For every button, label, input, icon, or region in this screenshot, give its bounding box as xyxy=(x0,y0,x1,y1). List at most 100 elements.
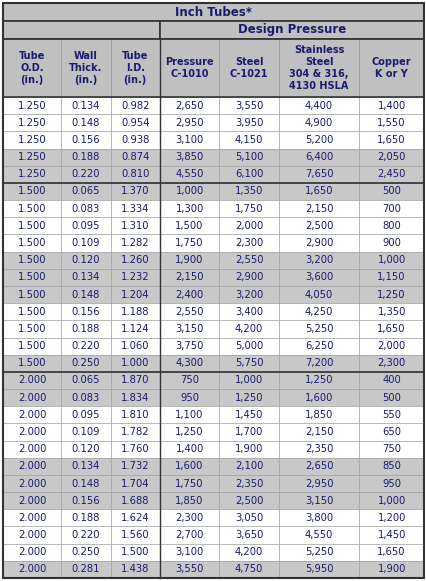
Bar xyxy=(358,458,423,475)
Text: 1,450: 1,450 xyxy=(234,410,263,420)
Text: 0.134: 0.134 xyxy=(72,461,100,471)
Bar xyxy=(278,303,358,320)
Bar xyxy=(110,166,159,183)
Bar xyxy=(61,200,110,217)
Bar xyxy=(61,183,110,200)
Text: 2,650: 2,650 xyxy=(304,461,333,471)
Text: 3,200: 3,200 xyxy=(304,255,332,265)
Bar xyxy=(219,354,278,372)
Text: 1.370: 1.370 xyxy=(121,187,149,196)
Text: 1.560: 1.560 xyxy=(121,530,149,540)
Text: 1,500: 1,500 xyxy=(175,221,203,231)
Text: 1.188: 1.188 xyxy=(121,307,149,317)
Text: 1,650: 1,650 xyxy=(304,187,333,196)
Bar xyxy=(61,149,110,166)
Bar xyxy=(61,131,110,149)
Text: 1,900: 1,900 xyxy=(175,255,203,265)
Bar xyxy=(3,561,61,578)
Bar xyxy=(219,526,278,544)
Text: 4,900: 4,900 xyxy=(304,118,332,128)
Bar xyxy=(159,372,219,389)
Text: 2.000: 2.000 xyxy=(18,427,46,437)
Text: 1.810: 1.810 xyxy=(121,410,149,420)
Text: Copper
K or Y: Copper K or Y xyxy=(371,57,411,79)
Text: 2,900: 2,900 xyxy=(234,272,263,282)
Text: 1.250: 1.250 xyxy=(18,118,46,128)
Text: 0.095: 0.095 xyxy=(72,410,100,420)
Text: 3,750: 3,750 xyxy=(175,341,203,351)
Bar xyxy=(159,492,219,510)
Text: 0.065: 0.065 xyxy=(72,375,100,385)
Bar xyxy=(61,458,110,475)
Bar xyxy=(278,252,358,269)
Text: 700: 700 xyxy=(381,204,400,214)
Bar xyxy=(110,131,159,149)
Text: 3,150: 3,150 xyxy=(175,324,203,334)
Text: 0.954: 0.954 xyxy=(121,118,149,128)
Bar xyxy=(159,526,219,544)
Text: 2,650: 2,650 xyxy=(175,101,203,110)
Bar xyxy=(159,97,219,114)
Text: Wall
Thick.
(in.): Wall Thick. (in.) xyxy=(69,51,102,85)
Text: 0.065: 0.065 xyxy=(72,187,100,196)
Bar xyxy=(159,406,219,424)
Bar xyxy=(3,303,61,320)
Bar xyxy=(358,114,423,131)
Text: 2,950: 2,950 xyxy=(175,118,203,128)
Text: 1,650: 1,650 xyxy=(377,135,405,145)
Bar xyxy=(358,131,423,149)
Bar xyxy=(219,39,278,97)
Text: 900: 900 xyxy=(381,238,400,248)
Bar xyxy=(219,440,278,458)
Text: 2,300: 2,300 xyxy=(234,238,263,248)
Bar xyxy=(61,234,110,252)
Bar xyxy=(358,406,423,424)
Text: 1,000: 1,000 xyxy=(377,255,405,265)
Text: 2,350: 2,350 xyxy=(304,444,332,454)
Bar xyxy=(110,406,159,424)
Bar xyxy=(159,183,219,200)
Text: 1.232: 1.232 xyxy=(121,272,149,282)
Text: 1.782: 1.782 xyxy=(121,427,149,437)
Text: 2.000: 2.000 xyxy=(18,461,46,471)
Bar xyxy=(219,234,278,252)
Bar xyxy=(3,21,159,39)
Bar xyxy=(219,252,278,269)
Bar xyxy=(278,217,358,234)
Text: 0.220: 0.220 xyxy=(72,341,100,351)
Text: 650: 650 xyxy=(381,427,400,437)
Text: 0.156: 0.156 xyxy=(72,496,100,505)
Text: 0.188: 0.188 xyxy=(72,152,100,162)
Bar xyxy=(358,183,423,200)
Text: 5,200: 5,200 xyxy=(304,135,332,145)
Text: 1.250: 1.250 xyxy=(18,169,46,180)
Bar xyxy=(110,269,159,286)
Bar xyxy=(278,475,358,492)
Bar xyxy=(3,97,61,114)
Bar xyxy=(278,286,358,303)
Bar xyxy=(61,389,110,406)
Bar xyxy=(219,389,278,406)
Bar xyxy=(110,217,159,234)
Text: 2,000: 2,000 xyxy=(377,341,405,351)
Bar xyxy=(159,475,219,492)
Text: 1,900: 1,900 xyxy=(377,564,405,575)
Bar xyxy=(219,406,278,424)
Text: 0.250: 0.250 xyxy=(72,547,100,557)
Bar xyxy=(110,389,159,406)
Bar xyxy=(110,338,159,354)
Text: 1.500: 1.500 xyxy=(18,307,46,317)
Bar xyxy=(61,526,110,544)
Bar xyxy=(110,544,159,561)
Text: 5,100: 5,100 xyxy=(234,152,263,162)
Text: 1.624: 1.624 xyxy=(121,513,149,523)
Bar xyxy=(278,544,358,561)
Bar xyxy=(159,114,219,131)
Text: 1,750: 1,750 xyxy=(175,238,203,248)
Bar xyxy=(219,131,278,149)
Bar xyxy=(278,372,358,389)
Text: 2,000: 2,000 xyxy=(234,221,263,231)
Bar xyxy=(278,389,358,406)
Bar xyxy=(278,338,358,354)
Bar xyxy=(61,320,110,338)
